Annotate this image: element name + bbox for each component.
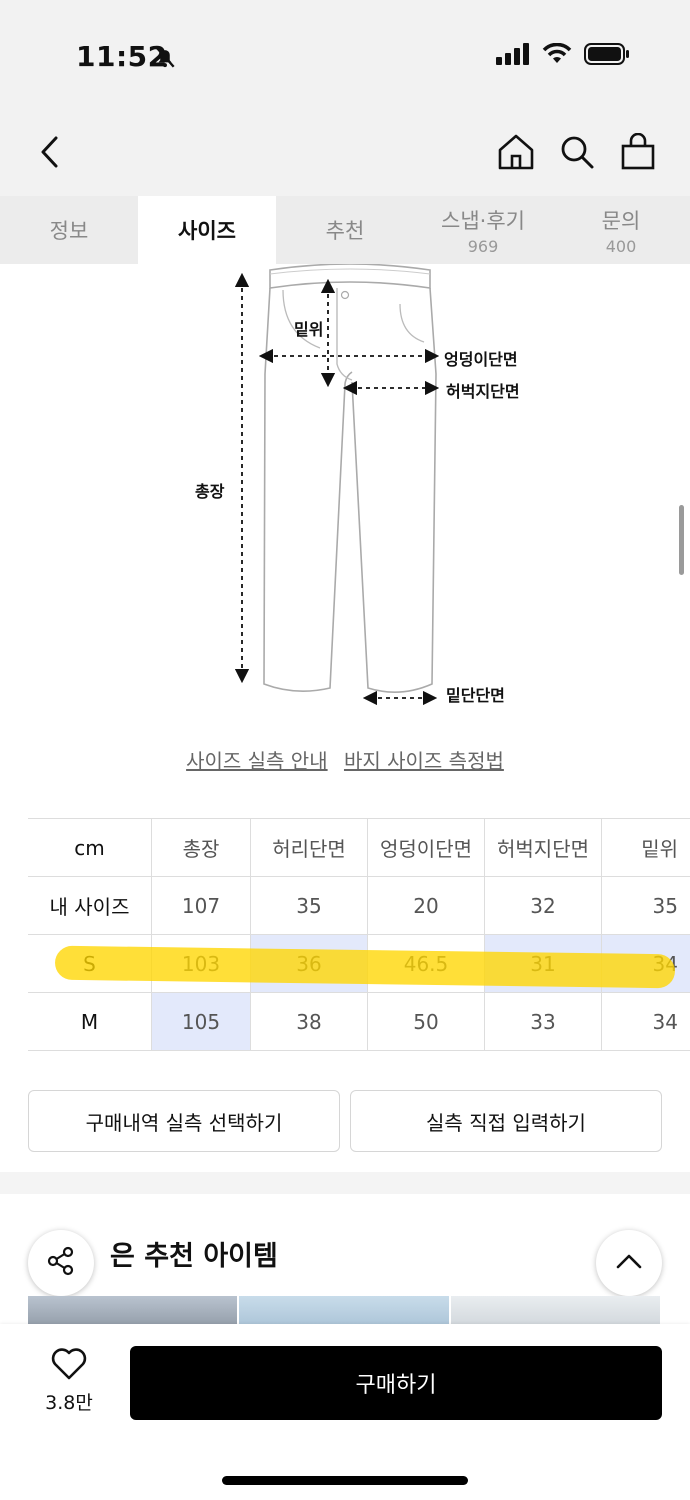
shopping-bag-icon[interactable] bbox=[616, 130, 660, 174]
table-cell: 35 bbox=[652, 893, 678, 918]
table-row-s: S 103 36 46.5 31 34 bbox=[28, 935, 690, 993]
tab-count: 400 bbox=[605, 236, 637, 256]
row-label: 내 사이즈 bbox=[28, 877, 152, 934]
table-cell: 32 bbox=[485, 877, 602, 934]
heart-icon bbox=[51, 1348, 87, 1384]
direct-input-button[interactable]: 실측 직접 입력하기 bbox=[350, 1090, 662, 1152]
label-hip: 엉덩이단면 bbox=[444, 350, 518, 369]
table-cell: 34 bbox=[652, 1009, 678, 1034]
share-icon bbox=[45, 1245, 77, 1281]
label-thigh: 허벅지단면 bbox=[446, 382, 520, 401]
buy-button[interactable]: 구매하기 bbox=[130, 1346, 662, 1420]
row-label: S bbox=[28, 935, 152, 992]
silent-bell-icon bbox=[152, 44, 178, 74]
size-measure-guide-link[interactable]: 사이즈 실측 안내 bbox=[186, 749, 328, 773]
table-header-cell: 총장 bbox=[152, 819, 251, 876]
home-indicator bbox=[222, 1476, 468, 1485]
label-hem: 밑단단면 bbox=[446, 686, 505, 705]
table-header-cell: 허리단면 bbox=[251, 819, 368, 876]
tab-info[interactable]: 정보 bbox=[0, 196, 138, 264]
table-cell: 33 bbox=[485, 993, 602, 1050]
label-rise: 밑위 bbox=[294, 320, 324, 339]
tab-count: 969 bbox=[467, 236, 499, 256]
like-button[interactable]: 3.8만 bbox=[36, 1348, 102, 1415]
battery-icon bbox=[584, 42, 630, 70]
tab-label: 스냅·후기 bbox=[441, 208, 525, 233]
table-cell: 107 bbox=[152, 877, 251, 934]
table-header-cell: 엉덩이단면 bbox=[368, 819, 485, 876]
scrollbar[interactable] bbox=[679, 505, 684, 575]
scroll-to-top-button[interactable] bbox=[596, 1230, 662, 1296]
tab-label: 문의 bbox=[601, 208, 641, 233]
table-cell: 46.5 bbox=[368, 935, 485, 992]
share-button[interactable] bbox=[28, 1230, 94, 1296]
wifi-icon bbox=[542, 42, 572, 69]
tab-label: 사이즈 bbox=[178, 219, 236, 243]
tab-snap-review[interactable]: 스냅·후기 969 bbox=[414, 196, 552, 264]
back-arrow-icon[interactable] bbox=[28, 130, 72, 174]
status-bar: 11:52 bbox=[0, 0, 690, 110]
table-cell: 103 bbox=[152, 935, 251, 992]
pants-illustration bbox=[234, 263, 440, 706]
cellular-signal-icon bbox=[496, 43, 530, 69]
tab-label: 정보 bbox=[49, 219, 89, 243]
table-header-row: cm 총장 허리단면 엉덩이단면 허벅지단면 밑위 bbox=[28, 819, 690, 877]
table-row-m: M 105 38 50 33 34 bbox=[28, 993, 690, 1051]
table-row-my-size: 내 사이즈 107 35 20 32 35 bbox=[28, 877, 690, 935]
table-cell: 34 bbox=[602, 935, 690, 992]
home-icon[interactable] bbox=[494, 130, 538, 174]
table-cell: 50 bbox=[368, 993, 485, 1050]
table-cell: 36 bbox=[251, 935, 368, 992]
table-cell: 38 bbox=[251, 993, 368, 1050]
product-tabs: 정보 사이즈 추천 스냅·후기 969 문의 400 bbox=[0, 196, 690, 264]
table-cell: 31 bbox=[485, 935, 602, 992]
tab-inquiry[interactable]: 문의 400 bbox=[552, 196, 690, 264]
recommend-section-title: 은 추천 아이템 bbox=[110, 1241, 278, 1272]
tab-recommend[interactable]: 추천 bbox=[276, 196, 414, 264]
chevron-up-icon bbox=[615, 1252, 643, 1274]
table-cell: 35 bbox=[251, 877, 368, 934]
table-header-cell: 밑위 bbox=[641, 837, 678, 861]
tab-size[interactable]: 사이즈 bbox=[138, 196, 276, 264]
tab-label: 추천 bbox=[325, 219, 365, 243]
size-table: cm 총장 허리단면 엉덩이단면 허벅지단면 밑위 내 사이즈 107 35 2… bbox=[28, 818, 690, 1051]
table-header-cell: cm bbox=[28, 819, 152, 876]
bottom-purchase-bar: 3.8만 구매하기 bbox=[0, 1324, 690, 1500]
top-navigation-bar bbox=[0, 110, 690, 196]
table-header-cell: 허벅지단면 bbox=[485, 819, 602, 876]
label-length: 총장 bbox=[195, 482, 225, 501]
pants-measure-method-link[interactable]: 바지 사이즈 측정법 bbox=[343, 749, 504, 773]
table-cell: 20 bbox=[368, 877, 485, 934]
size-guide-links: 사이즈 실측 안내 바지 사이즈 측정법 bbox=[0, 745, 690, 774]
row-label: M bbox=[28, 993, 152, 1050]
pants-size-diagram: 밑위 엉덩이단면 허벅지단면 총장 밑단단면 bbox=[0, 263, 690, 734]
section-divider bbox=[0, 1172, 690, 1194]
search-icon[interactable] bbox=[555, 130, 599, 174]
select-purchase-history-button[interactable]: 구매내역 실측 선택하기 bbox=[28, 1090, 340, 1152]
like-count: 3.8만 bbox=[45, 1392, 93, 1414]
table-cell: 105 bbox=[152, 993, 251, 1050]
status-time: 11:52 bbox=[76, 40, 168, 73]
